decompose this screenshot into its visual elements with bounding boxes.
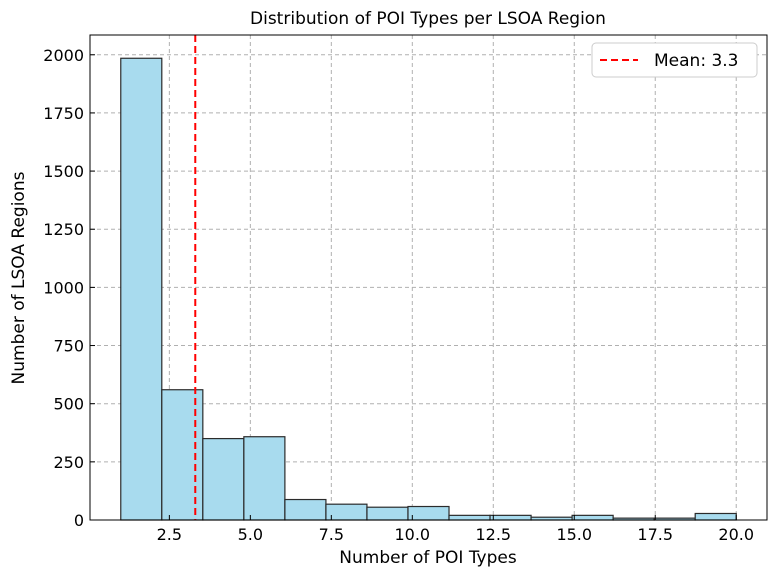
y-tick-label: 750	[53, 337, 84, 356]
x-tick-label: 15.0	[556, 525, 592, 544]
histogram-bar-3	[243, 436, 286, 521]
y-tick-label: 500	[53, 395, 84, 414]
histogram-bar-6	[366, 506, 409, 521]
x-tick-label: 7.5	[319, 525, 344, 544]
x-tick-label: 17.5	[637, 525, 673, 544]
x-tick-label: 5.0	[238, 525, 263, 544]
y-tick-label: 250	[53, 453, 84, 472]
histogram-bar-7	[407, 505, 450, 521]
histogram-bar-5	[325, 503, 368, 521]
x-axis-label: Number of POI Types	[339, 548, 517, 568]
y-tick-label: 1750	[43, 104, 84, 123]
y-tick-label: 1250	[43, 220, 84, 239]
histogram-bar-1	[161, 389, 204, 521]
histogram-bar-2	[202, 437, 245, 521]
x-tick-label: 2.5	[157, 525, 182, 544]
histogram-bar-8	[448, 514, 491, 521]
histogram-bar-0	[120, 57, 163, 521]
y-tick-label: 0	[74, 511, 84, 530]
y-tick-label: 1000	[43, 278, 84, 297]
legend-mean-label: Mean: 3.3	[654, 51, 739, 71]
legend-box	[591, 42, 758, 78]
histogram-bar-11	[571, 514, 614, 521]
x-axis-ticks: 2.5 5.0 7.5 10.0 12.5 15.0 17.5 20.0	[157, 515, 754, 544]
histogram-bar-9	[489, 514, 532, 521]
x-tick-label: 20.0	[718, 525, 754, 544]
histogram-bar-4	[284, 498, 327, 521]
y-axis-label: Number of LSOA Regions	[9, 171, 29, 384]
x-tick-label: 10.0	[394, 525, 430, 544]
histogram-bar-14	[694, 512, 737, 521]
y-tick-label: 1500	[43, 162, 84, 181]
histogram-bars	[120, 57, 737, 521]
legend: Mean: 3.3	[591, 42, 758, 78]
y-axis-ticks: 0 250 500 750 1000 1250 1500 1750 2000	[43, 46, 95, 530]
x-tick-label: 12.5	[475, 525, 511, 544]
chart-title: Distribution of POI Types per LSOA Regio…	[250, 9, 606, 29]
plot-frame	[89, 34, 768, 521]
y-tick-label: 2000	[43, 46, 84, 65]
